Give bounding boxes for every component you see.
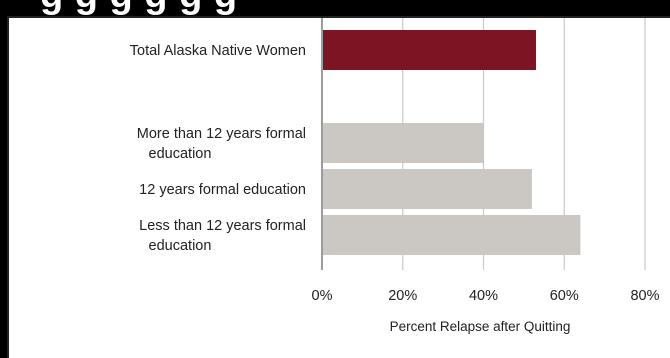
bar-1 <box>323 123 484 163</box>
category-label-0-0: Total Alaska Native Women <box>130 43 306 59</box>
category-label-1-0: More than 12 years formal <box>137 126 306 142</box>
category-label-1-1: education <box>149 146 212 162</box>
cropped-title-text: g g g g g g <box>40 0 238 16</box>
x-axis-title: Percent Relapse after Quitting <box>390 319 571 334</box>
bar-0 <box>323 30 536 70</box>
x-tick-label-2: 40% <box>469 288 498 304</box>
category-label-3-0: Less than 12 years formal <box>139 218 306 234</box>
category-label-3-1: education <box>149 238 212 254</box>
relapse-bar-chart: Total Alaska Native Women More than 12 ye… <box>130 18 660 334</box>
x-tick-label-1: 20% <box>388 288 417 304</box>
category-label-2-0: 12 years formal education <box>139 182 306 198</box>
cropped-title-banner: g g g g g g <box>0 0 670 16</box>
bar-2 <box>323 169 532 209</box>
x-tick-label-3: 60% <box>550 288 579 304</box>
x-tick-label-4: 80% <box>630 288 659 304</box>
x-tick-label-0: 0% <box>312 288 333 304</box>
bar-3 <box>323 215 581 255</box>
